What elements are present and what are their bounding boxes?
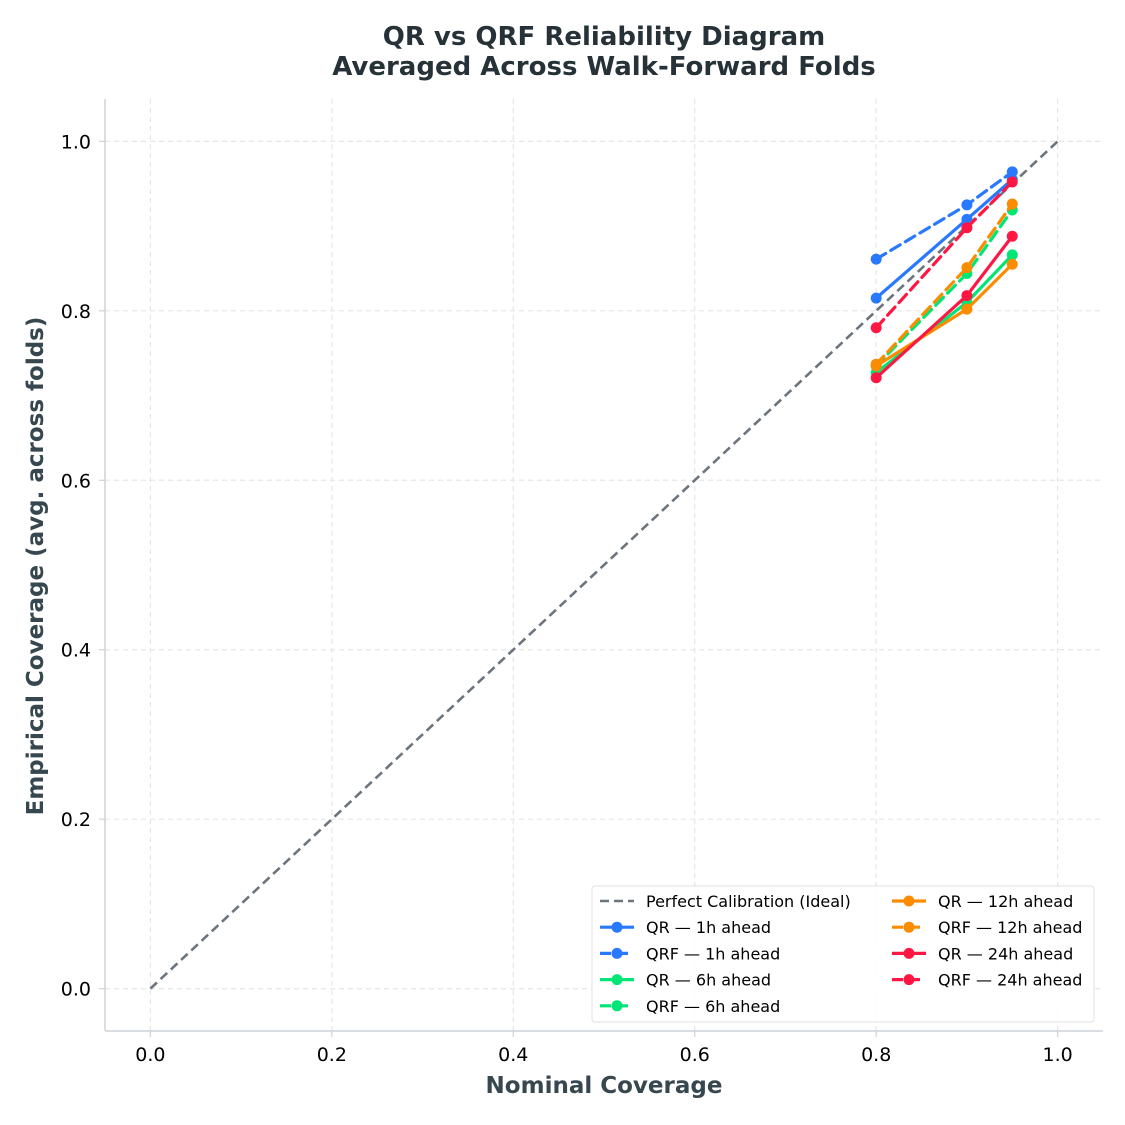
data-point (961, 222, 973, 234)
plot-area (149, 140, 1059, 990)
x-tick-label: 1.0 (1043, 1044, 1073, 1066)
x-tick-label: 0.4 (498, 1044, 528, 1066)
y-tick-label: 0.2 (61, 809, 91, 831)
data-point (961, 290, 973, 302)
legend-label: QR — 1h ahead (646, 918, 771, 937)
series-2 (870, 249, 1018, 379)
perfect-calibration-line (149, 140, 1059, 990)
legend-label: QR — 12h ahead (938, 892, 1073, 911)
axes (104, 99, 1103, 1032)
x-tick-label: 0.2 (317, 1044, 347, 1066)
data-point (870, 292, 882, 304)
data-point (870, 372, 882, 384)
legend-swatch-marker (903, 947, 915, 959)
legend-swatch-marker (903, 974, 915, 986)
chart-title-line-2: Averaged Across Walk-Forward Folds (332, 52, 876, 82)
data-point (961, 262, 973, 274)
series-6 (870, 230, 1018, 384)
data-point (1006, 249, 1018, 261)
legend-item: QRF — 1h ahead (600, 944, 780, 963)
legend-item: QR — 1h ahead (600, 918, 771, 937)
series-5 (870, 198, 1018, 370)
data-point (1006, 176, 1018, 188)
data-point (870, 322, 882, 334)
legend-label: QRF — 12h ahead (938, 918, 1082, 937)
legend-label: QRF — 24h ahead (938, 971, 1082, 990)
x-tick-label: 0.8 (861, 1044, 891, 1066)
data-point (961, 303, 973, 315)
y-tick-label: 1.0 (61, 131, 91, 153)
y-tick-label: 0.6 (61, 470, 91, 492)
legend-item: QR — 24h ahead (892, 944, 1073, 963)
series-0 (870, 173, 1018, 304)
legend-swatch-marker (903, 921, 915, 933)
x-tick-label: 0.0 (135, 1044, 165, 1066)
y-tick-label: 0.4 (61, 640, 91, 662)
legend-label: QR — 24h ahead (938, 944, 1073, 963)
legend-label: QRF — 6h ahead (646, 997, 780, 1016)
legend-swatch-marker (611, 921, 623, 933)
y-tick-label: 0.8 (61, 301, 91, 323)
data-point (1006, 198, 1018, 210)
legend-swatch-marker (611, 947, 623, 959)
data-point (870, 253, 882, 265)
legend-label: QRF — 1h ahead (646, 944, 780, 963)
series-line (874, 170, 1014, 261)
x-tick-label: 0.6 (680, 1044, 710, 1066)
x-axis-label: Nominal Coverage (486, 1073, 723, 1099)
legend-swatch-marker (611, 1000, 623, 1012)
data-point (961, 213, 973, 225)
data-point (1006, 166, 1018, 178)
data-point (1006, 230, 1018, 242)
legend-swatch-marker (611, 974, 623, 986)
legend-item: QRF — 24h ahead (892, 971, 1082, 990)
series-7 (870, 176, 1018, 334)
legend-item: QR — 12h ahead (892, 892, 1073, 911)
legend-label: Perfect Calibration (Ideal) (646, 892, 851, 911)
legend: Perfect Calibration (Ideal) QR — 1h ahead… (591, 885, 1095, 1023)
series-line (874, 202, 1014, 366)
legend-swatch-marker (903, 895, 915, 907)
legend-item: Perfect Calibration (Ideal) (600, 892, 851, 911)
y-axis-label: Empirical Coverage (avg. across folds) (23, 317, 49, 816)
data-point (1006, 258, 1018, 270)
chart-title-line-1: QR vs QRF Reliability Diagram (383, 22, 826, 52)
legend-label: QR — 6h ahead (646, 971, 771, 990)
legend-item: QR — 6h ahead (600, 971, 771, 990)
axis-ticks: 0.0 0.2 0.4 0.6 0.8 1.0 0.0 0.2 0.4 0.6 0.8 1.0 (61, 131, 1073, 1066)
data-point (870, 358, 882, 370)
data-point (961, 199, 973, 211)
series-1 (870, 166, 1018, 265)
series-line (874, 180, 1014, 330)
legend-item: QRF — 12h ahead (892, 918, 1082, 937)
legend-item: QRF — 6h ahead (600, 997, 780, 1016)
y-tick-label: 0.0 (61, 979, 91, 1001)
legend-box (591, 885, 1095, 1023)
